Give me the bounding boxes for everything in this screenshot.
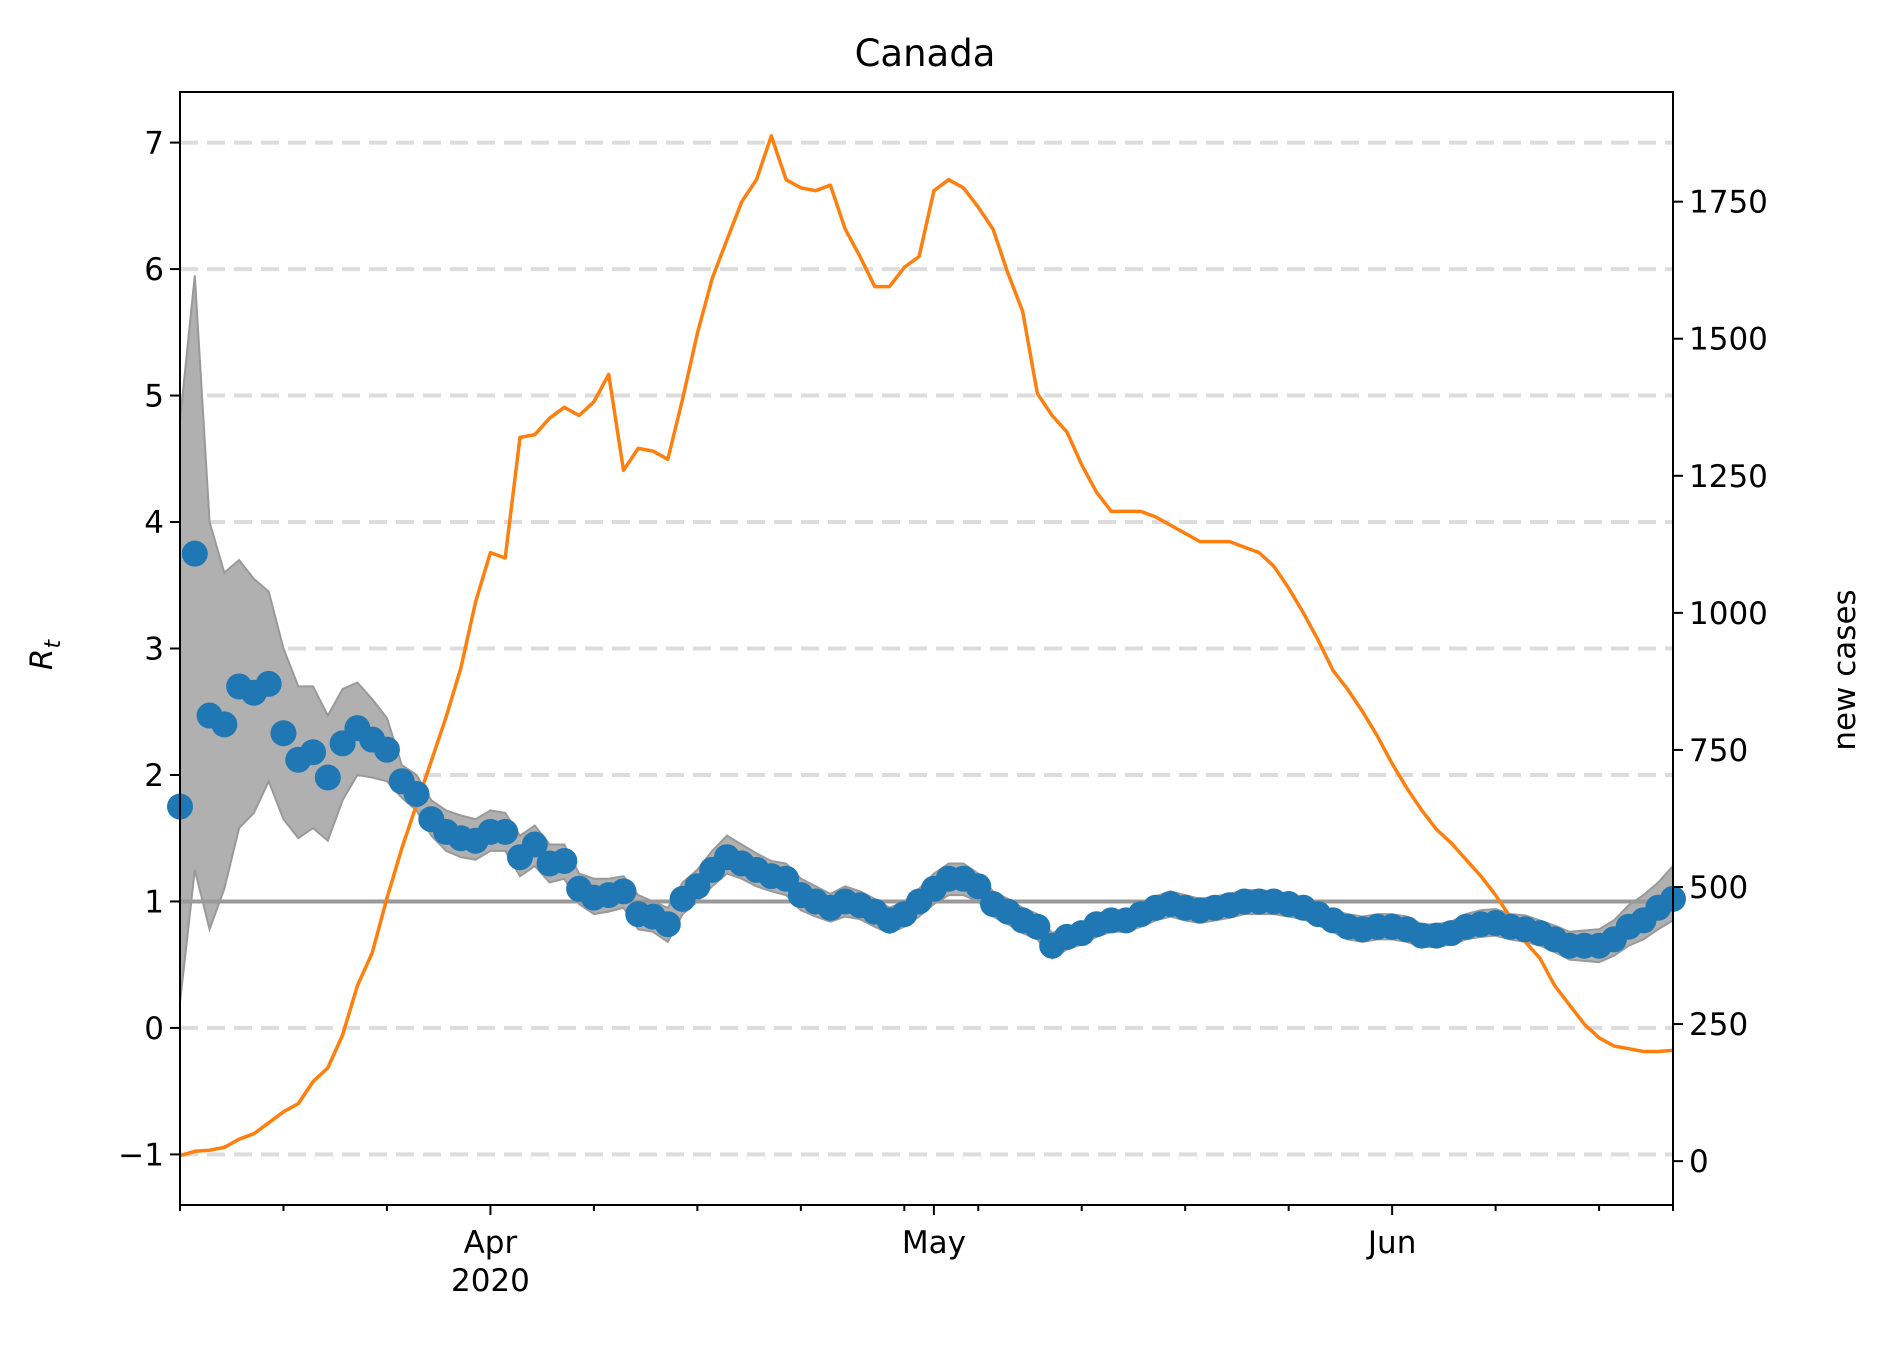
rt-point <box>492 818 519 845</box>
left-tick-label: 5 <box>144 379 164 415</box>
left-axis-title: Rt <box>24 639 66 671</box>
rt-point <box>300 739 327 766</box>
rt-point <box>403 780 430 807</box>
rt-point <box>211 711 238 738</box>
rt-point <box>551 847 578 874</box>
left-axis-title-main: R <box>24 649 60 671</box>
rt-point <box>965 873 992 900</box>
left-axis-title-subscript: t <box>41 639 66 649</box>
x-tick-sublabel: 2020 <box>451 1263 530 1299</box>
x-tick-label: May <box>902 1225 966 1261</box>
rt-point <box>610 878 637 905</box>
rt-point <box>654 911 681 938</box>
left-tick-label: 7 <box>144 126 164 162</box>
rt-series <box>167 540 1686 959</box>
x-tick-label: Apr <box>464 1225 518 1261</box>
rt-point <box>521 831 548 858</box>
right-tick-label: 250 <box>1689 1007 1748 1043</box>
left-tick-label: 0 <box>144 1011 164 1047</box>
x-tick-label: Jun <box>1366 1225 1416 1261</box>
right-tick-label: 750 <box>1689 733 1748 769</box>
rt-point <box>314 764 341 791</box>
left-tick-label: 1 <box>144 884 164 920</box>
rt-point <box>373 736 400 763</box>
right-tick-label: 1000 <box>1689 596 1768 632</box>
rt-point <box>255 670 282 697</box>
left-tick-label: 3 <box>144 632 164 668</box>
chart-title: Canada <box>855 32 996 75</box>
right-axis-title: new cases <box>1827 589 1863 750</box>
rt-point <box>1024 913 1051 940</box>
right-axis: 0 250 500 750 1000 1250 1500 1750 <box>1673 185 1768 1180</box>
left-tick-label: −1 <box>118 1137 164 1173</box>
svg-text:Rt: Rt <box>24 639 66 671</box>
new-cases-line <box>179 134 1674 1158</box>
left-tick-label: 6 <box>144 252 164 288</box>
rt-point <box>181 540 208 567</box>
left-axis: −1 0 1 2 3 4 5 6 7 <box>118 126 180 1173</box>
new-cases-series <box>179 134 1674 1158</box>
left-tick-label: 2 <box>144 758 164 794</box>
right-tick-label: 1500 <box>1689 322 1768 358</box>
right-tick-label: 1750 <box>1689 185 1768 221</box>
left-tick-label: 4 <box>144 505 164 541</box>
right-tick-label: 1250 <box>1689 459 1768 495</box>
right-tick-label: 500 <box>1689 870 1748 906</box>
right-tick-label: 0 <box>1689 1144 1709 1180</box>
rt-point <box>270 720 297 747</box>
